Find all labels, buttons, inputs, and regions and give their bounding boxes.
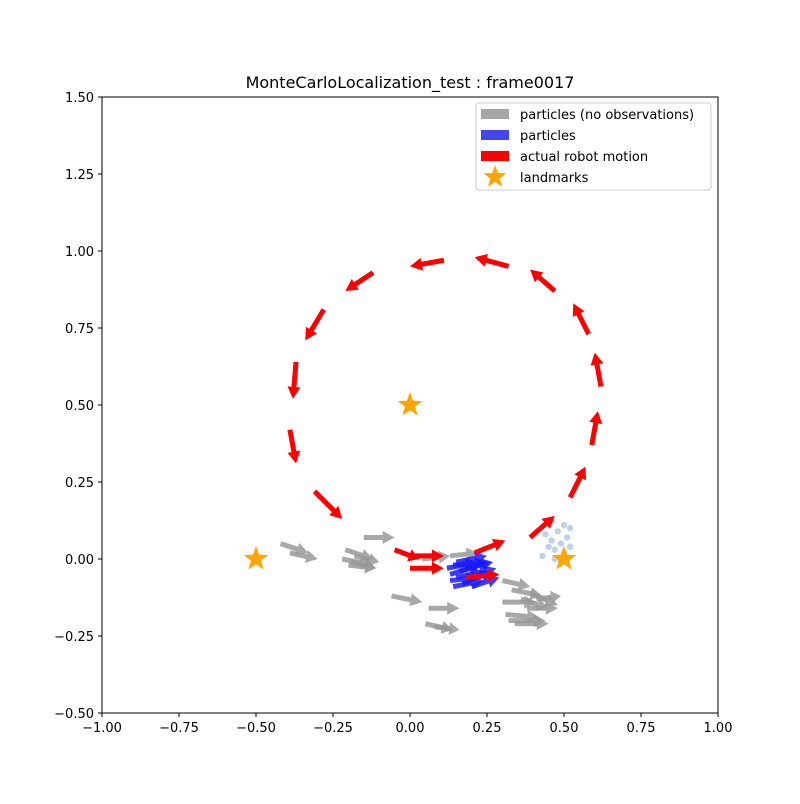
legend-swatch: [481, 109, 509, 119]
x-tick-label: 1.00: [704, 721, 733, 736]
x-tick-label: 0.50: [550, 721, 579, 736]
robot-motion-arrow: [589, 411, 603, 446]
y-tick-label: 1.25: [65, 168, 94, 183]
particle-no-obs-arrow: [391, 593, 423, 607]
robot-motion-arrow: [530, 269, 557, 293]
particle-no-obs-arrow: [434, 622, 460, 636]
x-tick-label: −0.75: [159, 721, 199, 736]
y-tick-label: 1.00: [65, 245, 94, 260]
x-tick-label: 0.00: [396, 721, 425, 736]
marks-layer: [243, 254, 604, 636]
legend-label: particles: [520, 129, 576, 144]
particle-no-obs-arrow: [428, 601, 460, 615]
scatter-point: [557, 540, 565, 547]
legend: particles (no observations) particles actu…: [475, 102, 712, 191]
landmark-star: [397, 392, 423, 416]
y-tick-label: 0.50: [65, 399, 94, 414]
particle-no-obs-arrow: [501, 577, 531, 591]
legend-label: actual robot motion: [520, 150, 648, 165]
scatter-point: [545, 543, 552, 550]
y-tick-label: 0.00: [65, 553, 94, 568]
scatter-point: [560, 521, 568, 529]
x-tick-label: −0.50: [236, 721, 276, 736]
scatter-point: [539, 552, 546, 560]
landmark-star: [551, 546, 577, 570]
legend-swatch: [481, 130, 509, 140]
robot-motion-arrow: [287, 361, 301, 399]
legend-box: [475, 102, 712, 191]
y-tick-label: 1.50: [65, 91, 94, 106]
particle-no-obs-arrow: [527, 601, 558, 615]
particle-no-obs-arrow: [348, 560, 377, 574]
x-tick-label: 0.25: [473, 721, 502, 736]
x-tick-label: −1.00: [82, 721, 122, 736]
legend-label: particles (no observations): [520, 108, 694, 123]
robot-motion-arrow: [410, 561, 444, 575]
scatter-point: [563, 534, 571, 541]
robot-motion-arrow: [345, 270, 375, 292]
y-tick-label: 0.75: [65, 322, 94, 337]
robot-motion-arrow: [567, 466, 587, 499]
scatter-point: [566, 525, 574, 532]
particle-no-obs-arrow: [508, 614, 546, 628]
legend-swatch: [481, 151, 509, 161]
chart-title: MonteCarloLocalization_test : frame0017: [246, 73, 575, 93]
particle-no-obs-arrow: [279, 541, 309, 556]
scatter-point: [566, 543, 574, 550]
particle-no-obs-arrow: [289, 550, 318, 563]
scatter-point: [548, 537, 555, 544]
robot-motion-arrow: [287, 429, 301, 464]
robot-motion-arrow: [410, 549, 444, 563]
robot-motion-arrow: [572, 303, 591, 336]
x-tick-label: −0.25: [313, 721, 353, 736]
particle-no-obs-arrow: [353, 553, 380, 566]
robot-motion-arrow: [474, 254, 510, 269]
y-tick-label: 0.25: [65, 476, 94, 491]
robot-motion-arrow: [473, 538, 506, 556]
particle-no-obs-arrow: [535, 590, 561, 604]
robot-motion-arrow: [410, 257, 445, 271]
scatter-point: [554, 528, 562, 535]
robot-motion-arrow: [590, 352, 604, 387]
scatter-point: [551, 546, 558, 553]
robot-motion-arrow: [312, 489, 343, 519]
particle-arrow: [455, 551, 487, 565]
axes-layer: −1.00 −0.75 −0.50 −0.25 0.00 0.25 0.50 0.75 1.00…: [54, 91, 732, 736]
robot-motion-arrow: [305, 308, 326, 341]
robot-motion-arrow: [528, 515, 555, 540]
particle-no-obs-arrow: [363, 530, 395, 544]
robot-motion-arrow: [465, 569, 500, 582]
legend-star-marker: [483, 165, 507, 187]
x-tick-label: 0.75: [627, 721, 656, 736]
y-tick-label: −0.25: [54, 630, 94, 645]
landmark-star: [243, 546, 269, 570]
scatter-point: [542, 531, 549, 538]
y-tick-label: −0.50: [54, 707, 94, 722]
legend-label: landmarks: [520, 171, 589, 186]
